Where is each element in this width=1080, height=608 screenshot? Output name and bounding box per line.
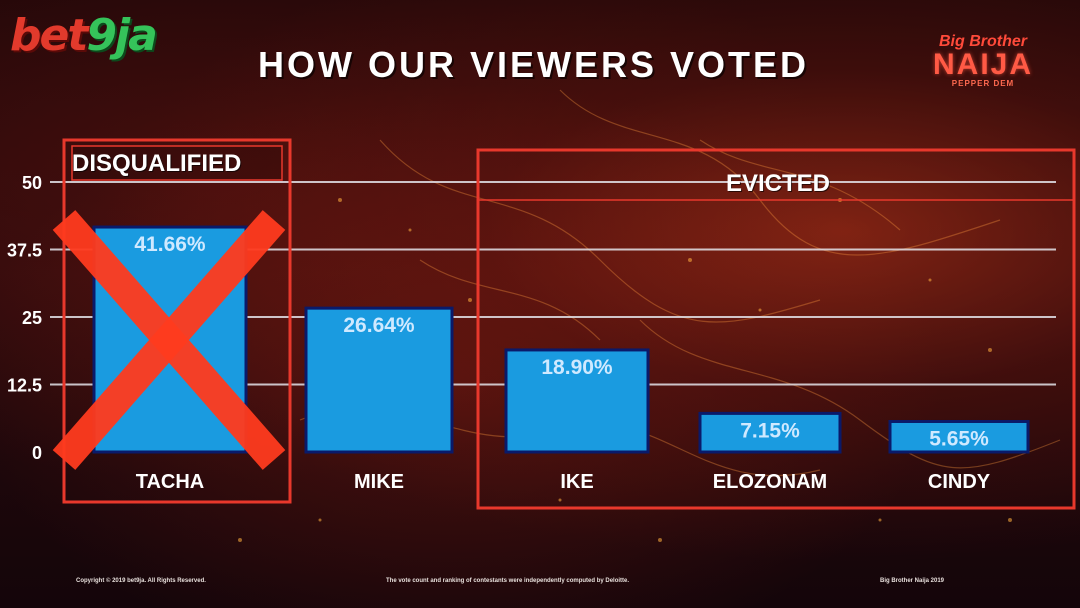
footer-copyright: Copyright © 2019 bet9ja. All Rights Rese… [76,578,206,584]
footer-disclaimer: The vote count and ranking of contestant… [386,578,630,584]
value-label-mike: 26.64% [343,314,415,337]
disqualified-frame [62,138,292,504]
value-label-elozonam: 7.15% [740,419,800,442]
disqualified-label: DISQUALIFIED [72,150,242,177]
evicted-label: EVICTED [726,170,831,197]
y-tick-label: 25 [22,308,42,328]
category-label-elozonam: ELOZONAM [713,471,827,493]
bar-cindy [888,419,1030,454]
y-tick-label: 0 [32,443,42,463]
bar-elozonam [698,411,842,454]
category-label-ike: IKE [560,471,593,493]
bar-ike [504,348,650,454]
disqualified-header [71,145,283,181]
disqualified-cross-stroke [52,210,286,470]
value-label-cindy: 5.65% [929,427,989,450]
chart-title: HOW OUR VIEWERS VOTED [258,44,810,85]
y-tick-label: 50 [22,173,42,193]
y-tick-label: 37.5 [7,241,42,261]
category-label-cindy: CINDY [928,471,991,493]
category-label-tacha: TACHA [136,471,205,493]
bbnaija-logo: Big Brother NAIJA PEPPER DEM [932,33,1033,88]
bar-mike [304,306,454,454]
footer-show-name: Big Brother Naija 2019 [880,578,945,584]
bet9ja-logo: bet9ja [10,10,158,61]
value-label-tacha: 41.66% [134,233,206,256]
evicted-frame [476,148,1076,510]
category-label-mike: MIKE [354,471,404,493]
value-label-ike: 18.90% [541,356,613,379]
y-tick-label: 12.5 [7,376,42,396]
